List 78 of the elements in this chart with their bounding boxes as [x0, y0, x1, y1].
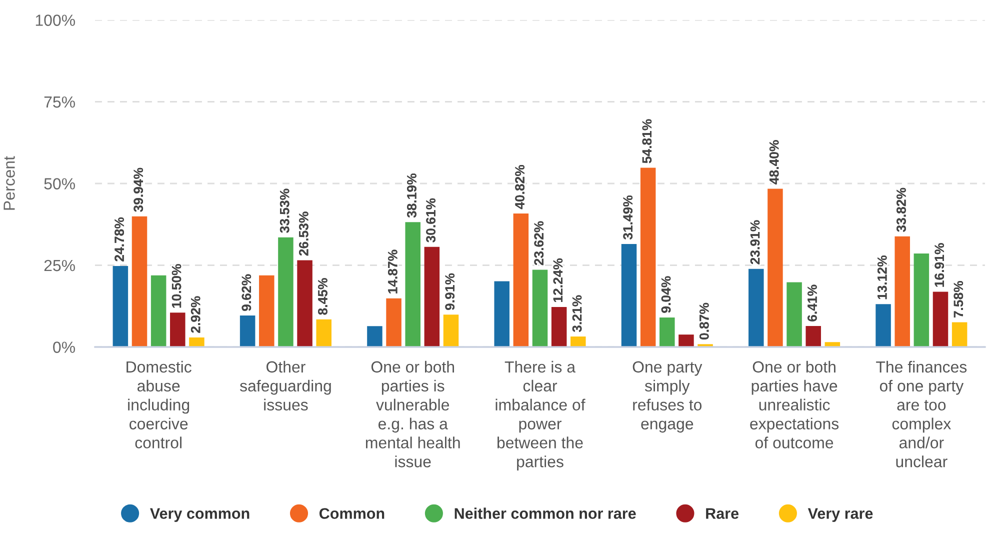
bar — [876, 304, 891, 347]
bar — [112, 266, 128, 347]
bar — [894, 236, 910, 347]
bar — [621, 244, 637, 347]
bar — [240, 316, 256, 347]
y-tick-label: 25% — [44, 260, 75, 272]
legend-label: Rare — [706, 508, 739, 519]
bar — [748, 268, 764, 347]
x-tick-label: One or both parties is vulnerable e.g. has a mental health issue — [366, 360, 460, 468]
y-axis-title: Percent — [4, 156, 15, 210]
x-tick-label: Domestic abuse including coercive control — [126, 360, 192, 448]
bar — [806, 326, 821, 347]
x-tick-label: One party simply refuses to engage — [632, 361, 702, 433]
data-label: 48.40% — [769, 140, 779, 184]
data-label: 26.53% — [298, 212, 308, 256]
data-label: 6.41% — [808, 284, 817, 322]
bar — [786, 282, 802, 347]
data-label: 9.91% — [445, 273, 455, 310]
bar — [660, 317, 675, 347]
data-label: 31.49% — [623, 195, 633, 240]
bar — [768, 188, 783, 347]
bar — [170, 312, 186, 347]
bar — [932, 292, 948, 347]
data-label: 2.92% — [190, 296, 200, 333]
bar — [405, 222, 420, 347]
data-label: 39.94% — [134, 168, 144, 212]
bar — [367, 326, 382, 347]
data-label: 0.87% — [699, 302, 709, 340]
bar — [570, 336, 586, 347]
y-tick-label: 50% — [44, 178, 75, 190]
bar — [532, 270, 548, 347]
bar — [914, 253, 930, 347]
legend-label: Very common — [150, 508, 250, 522]
data-label: 13.12% — [877, 256, 887, 300]
data-label: 9.62% — [242, 274, 252, 311]
data-label: 12.24% — [553, 258, 563, 302]
bar — [640, 168, 656, 347]
bar — [132, 216, 148, 347]
data-label: 33.53% — [280, 188, 290, 233]
data-label: 30.61% — [426, 198, 436, 242]
y-tick-label: 75% — [44, 96, 75, 108]
bar — [386, 298, 402, 347]
bar — [551, 306, 567, 347]
data-label: 38.19% — [407, 174, 416, 218]
data-label: 3.21% — [572, 295, 582, 332]
data-label: 33.82% — [896, 188, 906, 232]
data-label: 8.45% — [318, 278, 328, 315]
bar — [278, 237, 294, 347]
bar — [259, 275, 274, 347]
bar — [189, 337, 204, 347]
legend-label: Very rare — [808, 508, 873, 522]
bar — [494, 281, 510, 347]
x-tick-label: There is a clear imbalance of power between the parties — [496, 360, 586, 470]
data-label: 14.87% — [388, 250, 398, 294]
data-label: 40.82% — [515, 164, 524, 210]
legend-label: Neither common nor rare — [454, 508, 636, 519]
bar — [150, 275, 166, 347]
data-label: 9.04% — [661, 276, 671, 313]
data-label: 10.50% — [172, 264, 182, 308]
bar — [952, 322, 968, 347]
y-tick-label: 0% — [53, 342, 75, 353]
legend-label: Common — [319, 508, 384, 519]
y-tick-label: 100% — [36, 14, 75, 26]
data-label: 7.58% — [954, 280, 964, 318]
bar — [297, 260, 312, 347]
bar — [678, 334, 694, 347]
x-tick-label: The finances of one party are too complex and/or unclear — [876, 360, 967, 468]
data-label: 23.91% — [750, 220, 760, 264]
bar — [513, 214, 529, 347]
data-label: 23.62% — [534, 221, 544, 266]
x-tick-label: One or both parties have unrealistic expectations of outcome — [750, 360, 839, 448]
bar — [424, 246, 440, 347]
x-tick-label: Other safeguarding issues — [240, 360, 331, 410]
bar — [316, 319, 332, 347]
bar — [443, 314, 459, 347]
data-label: 54.81% — [642, 119, 652, 164]
data-label: 16.91% — [934, 243, 944, 287]
data-label: 24.78% — [114, 217, 124, 262]
